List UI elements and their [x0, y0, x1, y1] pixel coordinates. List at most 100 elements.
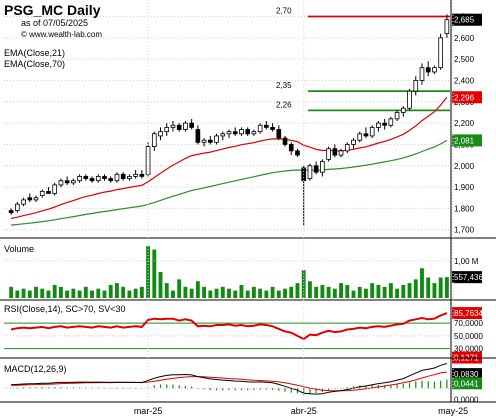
candle-body [220, 133, 226, 137]
price-axis: 1,7001,8001,9002,0002,1002,2002,3002,400… [452, 13, 482, 235]
volume-bar [121, 286, 126, 298]
volume-bar [90, 290, 94, 298]
candle-body [151, 133, 157, 147]
volume-bar [289, 286, 294, 298]
level-label: 2,26 [276, 100, 292, 109]
volume-bar [183, 286, 188, 298]
rsi-bands [4, 322, 450, 350]
candle-body [52, 184, 58, 194]
price-level-lines: 2,70 2,35 2,26 [276, 7, 450, 112]
price-tick-label: 1,900 [454, 183, 475, 192]
macd-hist-bar [253, 388, 255, 391]
candle-body [438, 37, 443, 69]
price-tick-label: 2,000 [454, 162, 475, 171]
volume-bar [77, 290, 82, 298]
candle-body [139, 173, 145, 177]
candle-body [158, 131, 163, 137]
candle-body [425, 67, 431, 73]
macd-hist-bar [421, 380, 423, 389]
candle-body [332, 148, 338, 156]
volume-bar [115, 283, 119, 298]
volume-bar [139, 286, 144, 298]
macd-hist-bar [97, 387, 99, 389]
macd-hist-bar [184, 385, 187, 389]
macd-hist-bar [22, 387, 25, 389]
macd-hist-bar [309, 388, 311, 394]
macd-hist-bar [10, 387, 12, 389]
volume-bar [152, 249, 157, 298]
x-tick-label: may-25 [438, 406, 468, 416]
macd-hist-bar [384, 385, 386, 389]
candle-body [127, 176, 132, 179]
candle-body [120, 173, 126, 179]
macd-hist-bar [408, 382, 411, 389]
candle-body [344, 144, 350, 152]
candle-body [369, 126, 375, 137]
macd-hist-bar [153, 385, 155, 389]
candle-body [239, 129, 244, 135]
candle-body [432, 67, 437, 73]
candle-body [276, 129, 282, 139]
macd-hist-bar [371, 385, 373, 389]
macd-hist-bar [290, 388, 292, 393]
candle-body [133, 173, 138, 177]
volume-title: Volume [4, 244, 34, 254]
macd-hist-bar [166, 384, 168, 389]
volume-bar [401, 284, 406, 298]
volume-bar [438, 277, 443, 298]
chart-date: as of 07/05/2025 [21, 18, 88, 28]
volume-bar [364, 288, 368, 298]
candle-body [207, 139, 213, 143]
macd-hist-bar [91, 387, 93, 389]
macd-hist-bar [340, 388, 342, 389]
macd-histogram [10, 379, 448, 395]
macd-hist-bar [228, 388, 230, 391]
volume-last-badge-bg [452, 271, 482, 284]
volume-bar [270, 286, 275, 298]
candle-body [282, 137, 288, 145]
chart-title: PSG_MC Daily [4, 2, 101, 18]
volume-bar [171, 290, 175, 298]
macd-hist-bar [172, 384, 174, 389]
volume-bar [351, 290, 356, 298]
volume-bar [83, 286, 88, 298]
candle-body [407, 90, 412, 109]
pane-separators [0, 0, 496, 403]
ema21-legend: EMA(Close,21) [4, 48, 65, 58]
candle-body [394, 112, 400, 120]
candle-body [46, 190, 51, 194]
macd-hist-bar [47, 387, 50, 389]
signal-value-badge: 0,0830 [454, 370, 479, 379]
volume-bar [432, 283, 437, 298]
price-tick-label: 1,700 [454, 226, 475, 235]
volume-bar [245, 290, 250, 298]
volume-bars [9, 245, 449, 298]
candle-body [264, 124, 269, 128]
candle-body [83, 176, 89, 179]
volume-bar [251, 286, 256, 298]
macd-hist-bar [402, 384, 404, 389]
macd-hist-bar [328, 388, 330, 390]
candle-body [444, 19, 450, 34]
candle-body [189, 122, 194, 128]
macd-hist-bar [284, 388, 286, 392]
candle-body [21, 199, 26, 205]
volume-bar [239, 284, 244, 298]
candle-body [357, 133, 363, 141]
volume-bar [158, 271, 163, 298]
macd-hist-bar [315, 388, 317, 394]
candle-body [251, 131, 257, 135]
macd-hist-bar [303, 388, 305, 395]
volume-bar [426, 277, 431, 298]
macd-hist-bar [215, 388, 218, 391]
candle-body [338, 150, 344, 156]
candle-body [419, 67, 425, 81]
candle-body [15, 203, 20, 211]
macd-hist-bar [390, 384, 392, 389]
macd-hist-bar [60, 387, 62, 389]
macd-hist-bar [116, 388, 118, 389]
volume-bar [189, 288, 194, 298]
volume-bar [295, 283, 300, 298]
candle-body [382, 122, 387, 126]
volume-bar [413, 279, 418, 298]
